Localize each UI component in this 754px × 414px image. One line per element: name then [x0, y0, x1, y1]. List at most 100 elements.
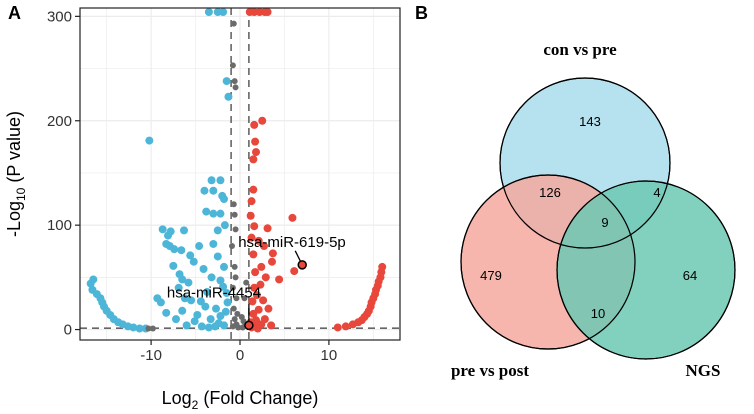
x-tick-label: 0 [236, 347, 244, 364]
point-down [191, 317, 199, 325]
point-ns [230, 323, 236, 329]
point-down [205, 8, 213, 16]
point-ns [233, 226, 239, 232]
point-down [214, 226, 222, 234]
point-up [288, 214, 296, 222]
point-down [214, 252, 222, 260]
point-down [201, 303, 209, 311]
y-axis-title: -Log10 (P value) [4, 111, 28, 237]
point-down [198, 322, 206, 330]
venn-set-label-con-vs-pre: con vs pre [543, 40, 617, 59]
point-ns [229, 243, 235, 249]
point-up [252, 148, 260, 156]
point-up [349, 320, 357, 328]
point-up [264, 224, 272, 232]
point-ns [231, 201, 237, 207]
point-down [219, 8, 227, 16]
point-down [211, 322, 219, 330]
y-tick-label: 100 [47, 217, 72, 234]
venn-count-all-three: 9 [601, 215, 608, 230]
point-ns [232, 264, 238, 270]
venn-count-pre-post-and-ngs: 10 [591, 306, 605, 321]
point-up [275, 275, 283, 283]
point-up [251, 268, 259, 276]
point-up [334, 323, 342, 331]
point-down [172, 315, 180, 323]
venn-count-con-pre-and-pre-post: 126 [539, 185, 561, 200]
point-ns [232, 78, 238, 84]
point-down [195, 242, 203, 250]
point-ns [231, 306, 237, 312]
point-down [202, 208, 210, 216]
point-up [258, 117, 266, 125]
point-down [170, 245, 178, 253]
point-up [249, 155, 257, 163]
venn-set-label-ngs: NGS [686, 361, 721, 380]
point-down [220, 321, 228, 329]
y-axis-title-suffix: (P value) [4, 111, 24, 188]
x-tick-label: -10 [140, 347, 162, 364]
point-down [183, 321, 191, 329]
x-axis-title-suffix: (Fold Change) [198, 388, 318, 408]
point-up [249, 250, 257, 258]
point-down [167, 227, 175, 235]
point-ns [231, 21, 237, 27]
point-down [208, 176, 216, 184]
point-down [224, 93, 232, 101]
point-down [220, 263, 228, 271]
y-axis-title-prefix: -Log [4, 201, 24, 237]
point-down [221, 221, 229, 229]
x-tick-label: 10 [321, 347, 338, 364]
point-up [290, 267, 298, 275]
y-tick-label: 0 [64, 322, 72, 339]
point-down [177, 246, 185, 254]
point-up [264, 8, 272, 16]
annotation-point-mir-619 [298, 261, 306, 269]
point-up [267, 321, 275, 329]
point-up [254, 325, 262, 333]
venn-count-con-vs-pre-only: 143 [579, 114, 601, 129]
venn-diagram: 143 479 64 126 4 10 9 con vs pre pre vs … [451, 40, 735, 380]
panel-b-label: B [415, 3, 428, 23]
x-axis-title: Log2 (Fold Change) [162, 388, 319, 412]
point-ns [232, 212, 238, 218]
point-up [250, 121, 258, 129]
point-down [200, 265, 208, 273]
point-down [162, 309, 170, 317]
annotation-label-mir-4454: hsa-miR-4454 [167, 284, 261, 301]
point-down [216, 176, 224, 184]
point-down [180, 226, 188, 234]
point-down [209, 210, 217, 218]
point-ns [233, 84, 239, 90]
point-up [248, 197, 256, 205]
volcano-plot: hsa-miR-619-5p hsa-miR-4454 -10 0 10010020… [4, 8, 400, 412]
x-axis-title-prefix: Log [162, 388, 192, 408]
point-down [207, 315, 215, 323]
point-ns [230, 62, 236, 68]
venn-count-con-pre-and-ngs: 4 [653, 185, 660, 200]
y-tick-label: 200 [47, 113, 72, 130]
point-down [216, 210, 224, 218]
point-up [250, 222, 258, 230]
point-down [209, 187, 217, 195]
point-up [342, 322, 350, 330]
point-down [157, 298, 165, 306]
venn-set-label-pre-vs-post: pre vs post [451, 361, 529, 380]
y-axis-title-sub: 10 [14, 187, 28, 201]
point-down [212, 305, 220, 313]
point-down [220, 195, 228, 203]
point-down [216, 312, 224, 320]
point-down [200, 187, 208, 195]
point-down [190, 258, 198, 266]
point-down [145, 137, 153, 145]
point-down [178, 307, 186, 315]
point-ns [145, 326, 151, 332]
point-down [209, 240, 217, 248]
point-down [223, 77, 231, 85]
venn-count-ngs-only: 64 [683, 268, 697, 283]
point-up [247, 212, 255, 220]
point-ns [233, 274, 239, 280]
point-ns [232, 316, 238, 322]
point-up [268, 258, 276, 266]
point-up [251, 138, 259, 146]
